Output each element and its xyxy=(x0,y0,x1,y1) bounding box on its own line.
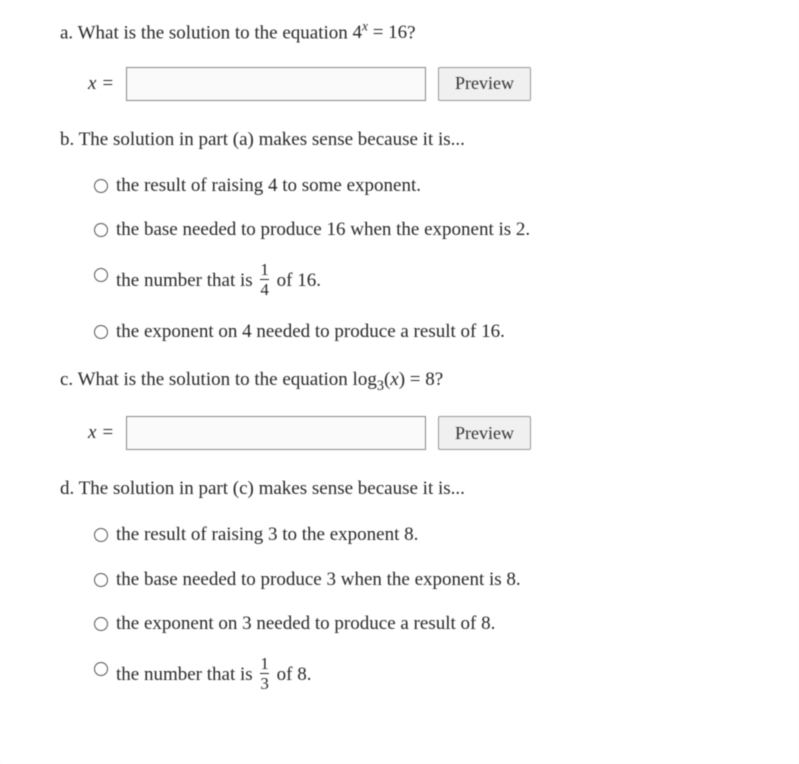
part-c-equation: log3(x) = 8 xyxy=(353,369,435,390)
part-b-option-4[interactable]: the exponent on 4 needed to produce a re… xyxy=(94,320,759,345)
part-c-input-row: x = Preview xyxy=(88,416,759,450)
part-b-prompt: b. The solution in part (a) makes sense … xyxy=(60,127,759,154)
preview-button-a[interactable]: Preview xyxy=(438,67,531,101)
part-d-option-4[interactable]: the number that is 13 of 8. xyxy=(94,657,759,694)
part-a-prompt: a. What is the solution to the equation … xyxy=(60,18,759,47)
part-a-equation: 4x = 16 xyxy=(353,22,408,43)
radio-icon xyxy=(94,617,108,631)
part-c-var-label: x = xyxy=(88,422,114,444)
part-b-option-2[interactable]: the base needed to produce 16 when the e… xyxy=(94,218,759,243)
option-text: the base needed to produce 16 when the e… xyxy=(116,218,759,243)
part-b-option-1[interactable]: the result of raising 4 to some exponent… xyxy=(94,174,759,199)
part-a-input-row: x = Preview xyxy=(88,67,759,101)
radio-icon xyxy=(94,179,108,193)
part-b-prompt-text: The solution in part (a) makes sense bec… xyxy=(79,129,465,150)
part-a-input[interactable] xyxy=(126,67,426,101)
worksheet-page: a. What is the solution to the equation … xyxy=(0,0,799,764)
part-c-prompt: c. What is the solution to the equation … xyxy=(60,367,759,397)
fraction: 14 xyxy=(260,261,269,298)
part-c-prompt-pre: What is the solution to the equation xyxy=(78,369,353,390)
part-a-letter: a. xyxy=(60,22,73,43)
preview-button-c[interactable]: Preview xyxy=(438,416,531,450)
part-d-option-3[interactable]: the exponent on 3 needed to produce a re… xyxy=(94,612,759,637)
part-d-prompt: d. The solution in part (c) makes sense … xyxy=(60,476,759,503)
part-d: d. The solution in part (c) makes sense … xyxy=(60,476,759,694)
option-text: the result of raising 3 to the exponent … xyxy=(116,523,759,548)
part-c-input[interactable] xyxy=(126,416,426,450)
radio-icon xyxy=(94,573,108,587)
part-d-option-1[interactable]: the result of raising 3 to the exponent … xyxy=(94,523,759,548)
part-b-options: the result of raising 4 to some exponent… xyxy=(94,174,759,345)
option-text: the result of raising 4 to some exponent… xyxy=(116,174,759,199)
part-d-prompt-text: The solution in part (c) makes sense bec… xyxy=(79,478,465,499)
part-b-option-3[interactable]: the number that is 14 of 16. xyxy=(94,263,759,300)
radio-icon xyxy=(94,528,108,542)
fraction: 13 xyxy=(260,655,269,692)
part-b-letter: b. xyxy=(60,129,74,150)
part-a-prompt-pre: What is the solution to the equation xyxy=(78,22,353,43)
part-a-var-label: x = xyxy=(88,73,114,95)
radio-icon xyxy=(94,325,108,339)
option-text: the number that is 14 of 16. xyxy=(116,263,759,300)
part-a: a. What is the solution to the equation … xyxy=(60,18,759,101)
part-d-options: the result of raising 3 to the exponent … xyxy=(94,523,759,694)
radio-icon xyxy=(94,223,108,237)
radio-icon xyxy=(94,268,108,282)
part-b: b. The solution in part (a) makes sense … xyxy=(60,127,759,345)
part-d-option-2[interactable]: the base needed to produce 3 when the ex… xyxy=(94,568,759,593)
part-c: c. What is the solution to the equation … xyxy=(60,367,759,451)
part-c-prompt-post: ? xyxy=(435,369,443,390)
option-text: the number that is 13 of 8. xyxy=(116,657,759,694)
part-d-letter: d. xyxy=(60,478,74,499)
radio-icon xyxy=(94,662,108,676)
option-text: the exponent on 4 needed to produce a re… xyxy=(116,320,759,345)
part-c-letter: c. xyxy=(60,369,73,390)
option-text: the exponent on 3 needed to produce a re… xyxy=(116,612,759,637)
part-a-prompt-post: ? xyxy=(407,22,415,43)
option-text: the base needed to produce 3 when the ex… xyxy=(116,568,759,593)
